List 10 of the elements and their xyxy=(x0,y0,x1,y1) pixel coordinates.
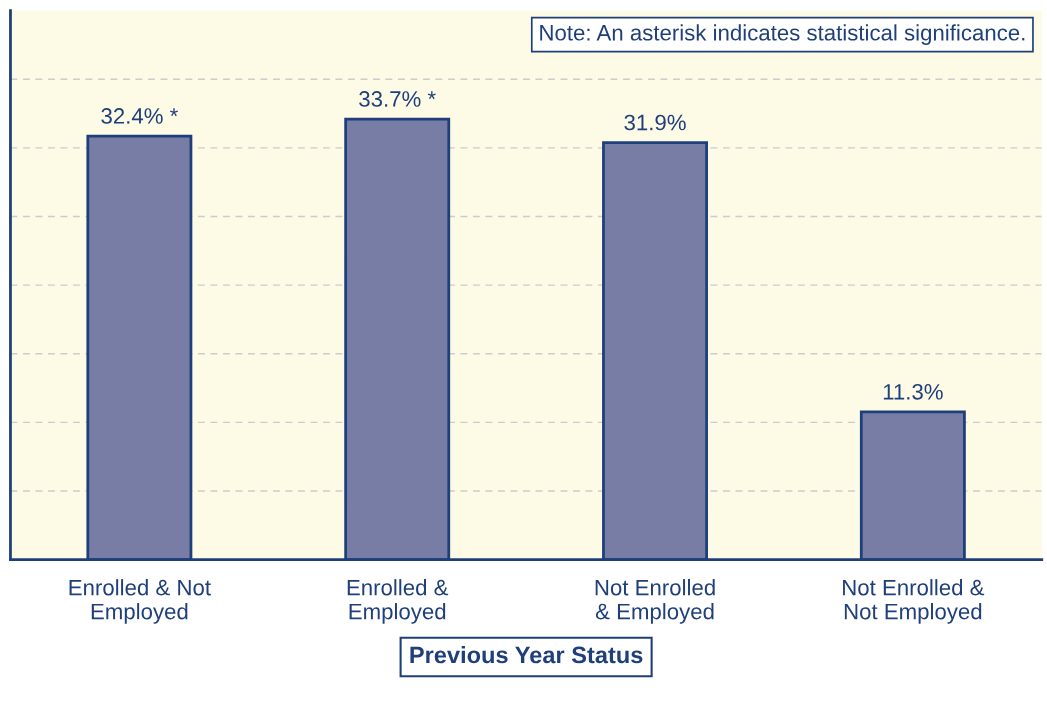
x-tick-label: Enrolled & Not Employed xyxy=(69,579,211,624)
x-axis-title: Previous Year Status xyxy=(410,646,643,664)
data-label: 11.3% xyxy=(883,383,943,400)
data-label: 32.4% * xyxy=(101,108,178,124)
data-label: 31.9% xyxy=(624,114,686,131)
annotation: Note: An asterisk indicates statistical significance. xyxy=(540,24,1025,45)
x-tick-label: Not Enrolled & Not Employed xyxy=(843,579,985,624)
x-tick-label: Not Enrolled & Employed xyxy=(595,579,715,624)
x-tick-label: Enrolled & Employed xyxy=(347,579,449,624)
data-label: 33.7% * xyxy=(359,91,436,107)
